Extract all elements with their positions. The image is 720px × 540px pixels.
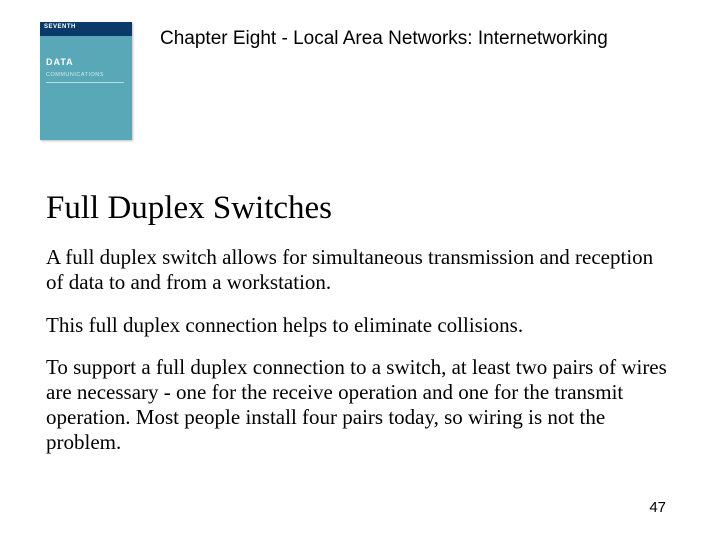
slide-header: SEVENTH DATA COMMUNICATIONS Chapter Eigh… — [40, 22, 680, 140]
book-cover-image: SEVENTH DATA COMMUNICATIONS — [40, 22, 132, 140]
book-subtitle-text: COMMUNICATIONS — [46, 72, 104, 78]
slide: SEVENTH DATA COMMUNICATIONS Chapter Eigh… — [0, 0, 720, 540]
content-heading: Full Duplex Switches — [46, 190, 674, 227]
book-edition-label: SEVENTH — [44, 24, 76, 30]
content-paragraph: To support a full duplex connection to a… — [46, 355, 674, 454]
book-underline — [46, 82, 124, 83]
content-paragraph: This full duplex connection helps to eli… — [46, 313, 674, 338]
page-number: 47 — [649, 499, 666, 516]
chapter-title: Chapter Eight - Local Area Networks: Int… — [160, 28, 608, 50]
slide-content: Full Duplex Switches A full duplex switc… — [40, 190, 680, 454]
book-title-text: DATA — [46, 58, 74, 67]
content-paragraph: A full duplex switch allows for simultan… — [46, 245, 674, 295]
